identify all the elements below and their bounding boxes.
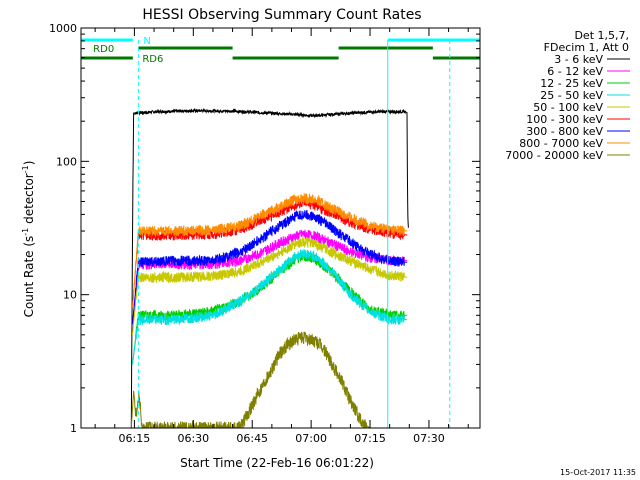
y-tick-label: 1: [70, 422, 77, 435]
series-line-9: [130, 331, 371, 428]
x-tick-label: 06:15: [119, 432, 151, 445]
y-axis-label-sup2: -1: [21, 165, 30, 173]
legend-entry-1: 3 - 6 keV: [554, 53, 603, 66]
x-tick-label: 07:30: [413, 432, 445, 445]
y-axis-label-part1: Count Rate (s: [22, 236, 36, 318]
series-line-5: [131, 236, 408, 335]
y-axis-label-part3: ): [22, 161, 36, 166]
timestamp: 15-Oct-2017 11:35: [560, 468, 636, 477]
y-axis-label-part2: detector: [22, 173, 36, 228]
series-line-1: [130, 107, 409, 428]
legend-entry-9: 7000 - 20000 keV: [505, 149, 603, 162]
legend-entry-8: 800 - 7000 keV: [519, 137, 603, 150]
chart-title: HESSI Observing Summary Count Rates: [142, 7, 421, 23]
plot-frame: [80, 27, 481, 429]
series-line-8: [131, 193, 408, 308]
y-axis-label: Count Rate (s-1 detector-1): [21, 161, 36, 318]
y-tick-label: 10: [63, 289, 77, 302]
series-line-4: [131, 249, 408, 365]
y-tick-label: 1000: [49, 22, 77, 35]
legend-entry-4: 25 - 50 keV: [540, 89, 603, 102]
x-tick-label: 07:15: [354, 432, 386, 445]
axes: 1 10 100 1000 06:15 06:30 06:45 07:00 07:15 07:30: [49, 22, 481, 445]
legend-entry-5: 50 - 100 keV: [533, 101, 603, 114]
x-tick-label: 07:00: [295, 432, 327, 445]
plot-area: N RD0 RD6: [80, 28, 480, 428]
legend-entry-6: 100 - 300 keV: [526, 113, 603, 126]
legend-header-line-2: FDecim 1, Att 0: [544, 41, 629, 54]
legend-entry-2: 6 - 12 keV: [547, 65, 603, 78]
series-line-2: [131, 229, 408, 325]
x-tick-label: 06:45: [236, 432, 268, 445]
legend-header-line-1: Det 1,5,7,: [574, 29, 629, 42]
x-tick-label: 06:30: [177, 432, 209, 445]
annotation-label-2: RD0: [93, 44, 114, 55]
x-axis-label: Start Time (22-Feb-16 06:01:22): [180, 456, 374, 470]
y-tick-label: 100: [56, 155, 77, 168]
series-line-7: [131, 209, 408, 325]
legend-entry-3: 12 - 25 keV: [540, 77, 603, 90]
annotation-label-3: RD6: [142, 54, 163, 65]
y-axis-label-sup1: -1: [21, 228, 30, 236]
annotation-label-1: N: [143, 36, 150, 47]
legend-entry-7: 300 - 800 keV: [526, 125, 603, 138]
